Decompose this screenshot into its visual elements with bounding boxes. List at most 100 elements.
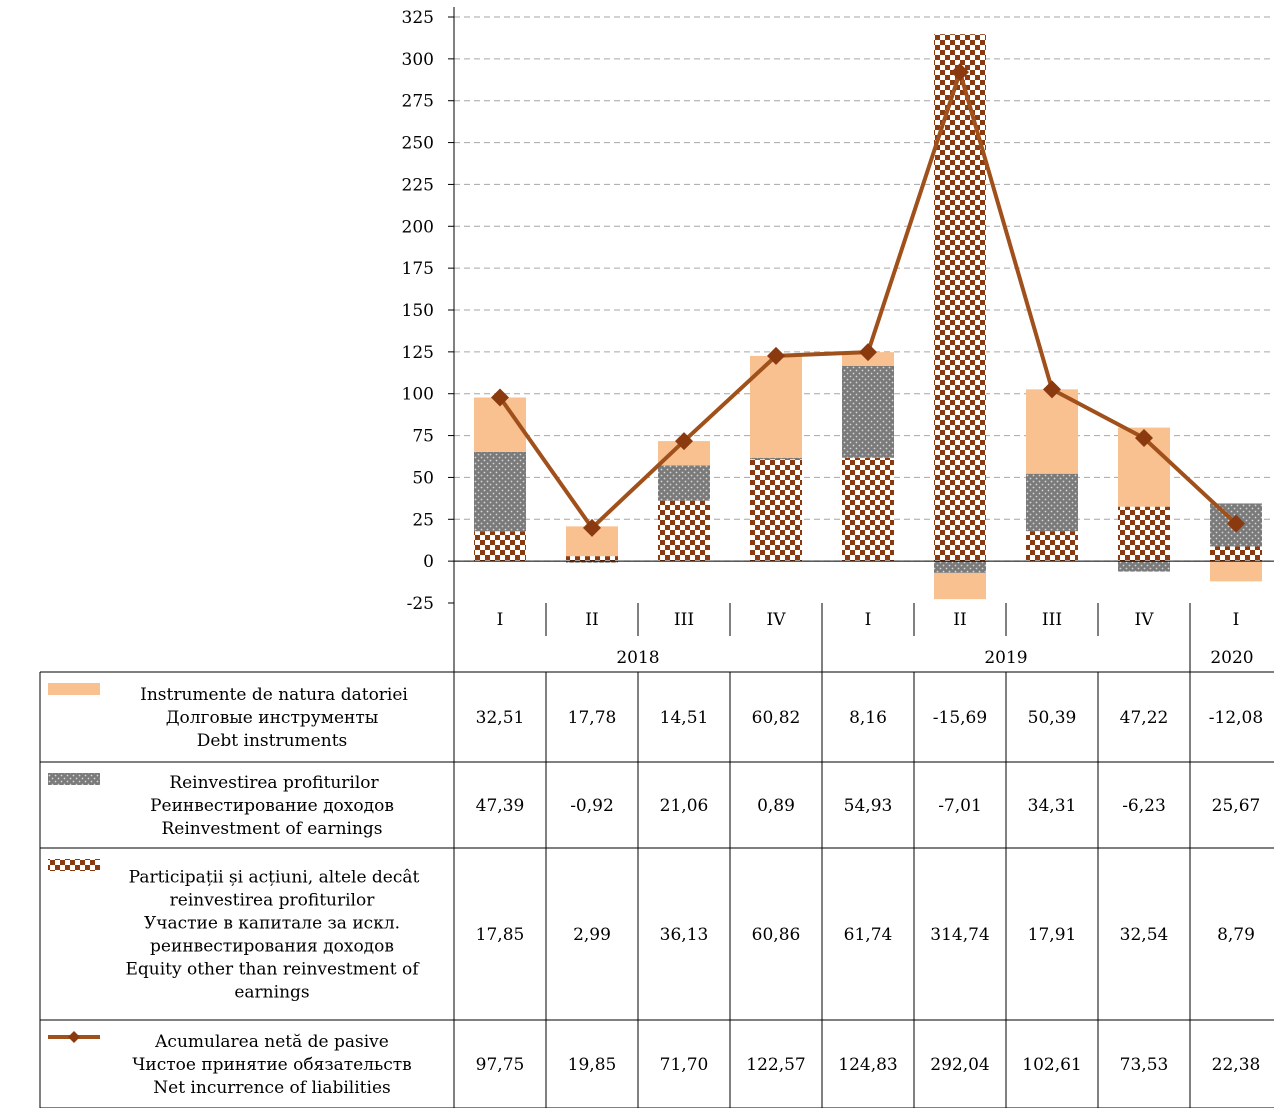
- table-value: 36,13: [660, 925, 709, 945]
- bar-reinvest: [1026, 473, 1078, 532]
- table-value: -7,01: [938, 796, 982, 816]
- x-tick-label: IV: [1135, 610, 1155, 630]
- table-value: 60,86: [752, 925, 801, 945]
- y-tick-label: 75: [412, 427, 434, 447]
- y-tick-label: 100: [402, 385, 434, 405]
- bar-equity: [1118, 506, 1170, 562]
- bar-equity: [842, 457, 894, 562]
- bar-debt: [934, 572, 986, 600]
- table-value: 34,31: [1028, 796, 1077, 816]
- row-label: Реинвестирование доходов: [150, 796, 394, 816]
- legend-key-debt: [48, 683, 100, 695]
- bar-equity: [1026, 531, 1078, 562]
- row-label: earnings: [234, 983, 309, 1003]
- year-label: 2018: [616, 648, 659, 668]
- net-marker: [675, 432, 693, 451]
- table-value: -0,92: [570, 796, 614, 816]
- row-label: Instrumente de natura datoriei: [140, 685, 408, 705]
- table-value: 2,99: [573, 925, 611, 945]
- bar-reinvest: [1118, 561, 1170, 572]
- y-tick-label: 150: [402, 301, 434, 321]
- row-label: Equity other than reinvestment of: [125, 960, 420, 980]
- y-tick-label: 125: [402, 343, 434, 363]
- y-tick-label: 25: [412, 510, 434, 530]
- table-value: 17,85: [476, 925, 525, 945]
- table-value: 17,78: [568, 708, 617, 728]
- bar-reinvest: [750, 457, 802, 460]
- y-tick-label: 50: [412, 468, 434, 488]
- y-tick-label: 325: [402, 8, 434, 28]
- table-value: 122,57: [746, 1055, 805, 1075]
- table-value: 8,16: [849, 708, 887, 728]
- bar-equity: [750, 459, 802, 562]
- bar-equity: [1210, 546, 1262, 562]
- x-tick-label: III: [1042, 610, 1062, 630]
- table-value: 19,85: [568, 1055, 617, 1075]
- bar-equity: [658, 500, 710, 562]
- net-marker: [951, 63, 969, 82]
- row-label: Reinvestirea profiturilor: [169, 773, 379, 793]
- row-label: Долговые инструменты: [166, 708, 379, 728]
- y-tick-label: 300: [402, 50, 434, 70]
- table-value: 102,61: [1022, 1055, 1081, 1075]
- row-label: Acumularea netă de pasive: [154, 1032, 389, 1052]
- x-tick-label: I: [1233, 610, 1240, 630]
- bar-reinvest: [934, 561, 986, 573]
- bar-reinvest: [474, 451, 526, 532]
- table-value: 71,70: [660, 1055, 709, 1075]
- net-marker: [767, 346, 785, 365]
- y-tick-label: 175: [402, 259, 434, 279]
- bar-equity: [566, 556, 618, 562]
- row-label: Reinvestment of earnings: [161, 819, 382, 839]
- y-tick-label: 200: [402, 217, 434, 237]
- table-value: -15,69: [933, 708, 987, 728]
- y-tick-label: 0: [423, 552, 434, 572]
- row-label: reinvestirea profiturilor: [170, 891, 376, 911]
- legend-key-reinvest: [48, 773, 100, 785]
- bar-reinvest: [658, 465, 710, 501]
- table-value: 17,91: [1028, 925, 1077, 945]
- bar-equity: [474, 531, 526, 562]
- table-value: 54,93: [844, 796, 893, 816]
- axes: 3253002752502252001751501251007550250-25…: [402, 7, 1274, 1108]
- table-value: 73,53: [1120, 1055, 1169, 1075]
- net-marker: [491, 388, 509, 407]
- legend-key-marker: [68, 1031, 80, 1043]
- table-value: 47,39: [476, 796, 525, 816]
- bar-debt: [1026, 389, 1078, 474]
- bar-equity: [934, 34, 986, 562]
- table-value: 47,22: [1120, 708, 1169, 728]
- table-value: 292,04: [930, 1055, 989, 1075]
- bar-reinvest: [842, 365, 894, 458]
- bars: [474, 34, 1262, 600]
- net-marker: [859, 343, 877, 362]
- data-table: Instrumente de natura datoriei Долговые и…: [39, 671, 1274, 1108]
- table-value: 124,83: [838, 1055, 897, 1075]
- table-value: 14,51: [660, 708, 709, 728]
- net-marker: [1227, 514, 1245, 533]
- net-marker: [1135, 429, 1153, 448]
- net-marker: [1043, 380, 1061, 399]
- y-tick-label: 250: [402, 134, 434, 154]
- table-value: 97,75: [476, 1055, 525, 1075]
- row-label: Участие в капитале за искл.: [144, 914, 400, 934]
- table-value: -12,08: [1209, 708, 1263, 728]
- bar-reinvest: [566, 561, 618, 563]
- table-value: 25,67: [1212, 796, 1261, 816]
- x-tick-label: I: [497, 610, 504, 630]
- row-label: Debt instruments: [197, 731, 348, 751]
- table-value: 60,82: [752, 708, 801, 728]
- x-tick-label: II: [585, 610, 598, 630]
- table-value: 314,74: [930, 925, 989, 945]
- table-value: 8,79: [1217, 925, 1255, 945]
- x-tick-label: III: [674, 610, 694, 630]
- y-tick-label: 275: [402, 92, 434, 112]
- x-tick-label: IV: [767, 610, 787, 630]
- table-value: 50,39: [1028, 708, 1077, 728]
- table-value: 32,54: [1120, 925, 1169, 945]
- net-marker: [583, 518, 601, 537]
- x-tick-label: I: [865, 610, 872, 630]
- year-label: 2019: [984, 648, 1027, 668]
- table-value: 21,06: [660, 796, 709, 816]
